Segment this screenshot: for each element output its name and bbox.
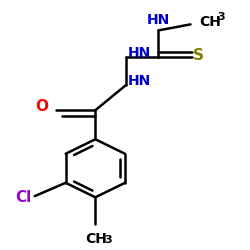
Text: 3: 3 bbox=[218, 12, 225, 22]
Text: HN: HN bbox=[128, 46, 151, 60]
Text: CH: CH bbox=[199, 15, 221, 29]
Text: S: S bbox=[193, 48, 204, 63]
Text: HN: HN bbox=[128, 74, 151, 88]
Text: O: O bbox=[35, 99, 48, 114]
Text: HN: HN bbox=[147, 13, 170, 27]
Text: 3: 3 bbox=[104, 235, 112, 245]
Text: Cl: Cl bbox=[15, 190, 31, 205]
Text: CH: CH bbox=[86, 232, 107, 246]
